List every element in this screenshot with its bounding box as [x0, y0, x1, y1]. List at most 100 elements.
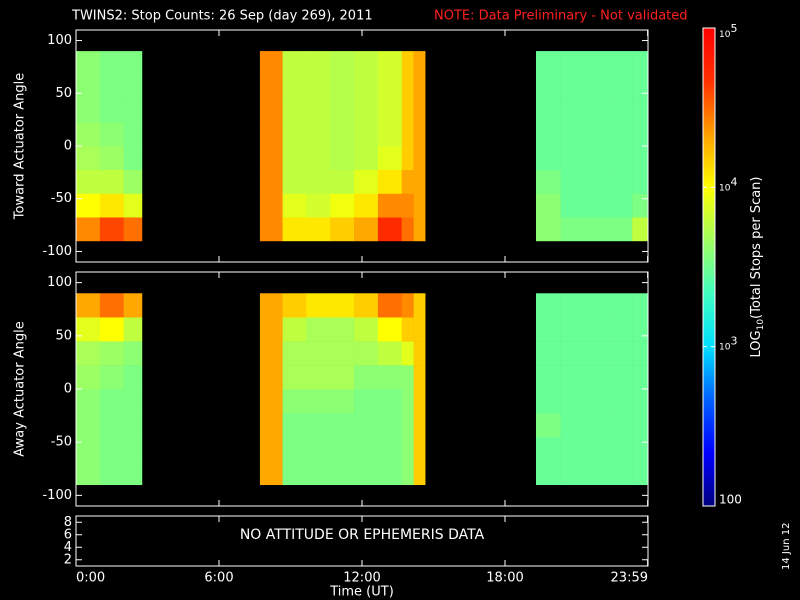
- colorbar-tick-exponent: 5: [730, 22, 737, 35]
- heatmap-cell: [401, 436, 414, 462]
- heatmap-cell: [377, 169, 403, 194]
- heatmap-cell: [377, 341, 403, 366]
- heatmap-cell: [401, 412, 414, 438]
- heatmap-cell: [282, 460, 307, 486]
- heatmap-cell: [99, 341, 124, 366]
- heatmap-cell: [560, 460, 585, 486]
- heatmap-cell: [354, 436, 379, 462]
- heatmap-cell: [76, 74, 101, 99]
- heatmap-cell: [401, 51, 414, 76]
- heatmap-cell: [282, 193, 307, 218]
- heatmap-cell: [123, 365, 143, 390]
- heatmap-cell: [413, 412, 426, 438]
- x-tick-label: 6:00: [204, 571, 233, 586]
- heatmap-cell: [76, 317, 101, 342]
- heatmap-cell: [99, 122, 124, 147]
- chart-title: TWINS2: Stop Counts: 26 Sep (day 269), 2…: [71, 9, 373, 24]
- heatmap-cell: [123, 122, 143, 147]
- heatmap-cell: [99, 317, 124, 342]
- heatmap-cell: [584, 122, 609, 147]
- heatmap-cell: [535, 51, 561, 76]
- colorbar: [702, 27, 716, 507]
- heatmap-cell: [306, 217, 331, 242]
- colorbar-tick-base: 10: [719, 342, 731, 352]
- heatmap-cell: [76, 436, 101, 462]
- heatmap-cell: [632, 146, 649, 171]
- heatmap-cell: [377, 365, 403, 390]
- heatmap-cell: [354, 193, 379, 218]
- heatmap-cell: [259, 293, 283, 318]
- heatmap-cell: [401, 74, 414, 99]
- heatmap-cell: [413, 74, 426, 99]
- heatmap-cell: [535, 436, 561, 462]
- heatmap-cell: [608, 460, 633, 486]
- colorbar-label: LOG10(Total Stops per Scan): [749, 177, 766, 358]
- heatmap-cell: [76, 51, 101, 76]
- heatmap-cell: [413, 317, 426, 342]
- x-tick-label: 18:00: [486, 571, 523, 586]
- heatmap-cell: [330, 412, 355, 438]
- heatmap-cell: [306, 389, 331, 414]
- heatmap-cell: [123, 217, 143, 242]
- heatmap-cell: [377, 74, 403, 99]
- y-tick-label: 100: [47, 33, 72, 48]
- heatmap-cell: [632, 193, 649, 218]
- heatmap-cell: [608, 74, 633, 99]
- heatmap-cell: [76, 389, 101, 414]
- heatmap-cell: [584, 389, 609, 414]
- heatmap-cell: [354, 98, 379, 123]
- heatmap-cell: [330, 169, 355, 194]
- colorbar-label-rest: (Total Stops per Scan): [749, 177, 764, 319]
- heatmap-cell: [413, 98, 426, 123]
- heatmap-cell: [377, 436, 403, 462]
- y-tick-label: 50: [55, 86, 72, 101]
- heatmap-cell: [608, 389, 633, 414]
- heatmap-cell: [99, 169, 124, 194]
- y-tick-label: 100: [47, 275, 72, 290]
- heatmap-cell: [584, 217, 609, 242]
- heatmap-cell: [560, 193, 585, 218]
- heatmap-cell: [330, 51, 355, 76]
- heatmap-cell: [76, 122, 101, 147]
- heatmap-cell: [535, 217, 561, 242]
- heatmap-cell: [560, 365, 585, 390]
- heatmap-cell: [560, 341, 585, 366]
- colorbar-tick-base: 10: [719, 183, 731, 193]
- heatmap-cell: [377, 217, 403, 242]
- heatmap-cell: [413, 51, 426, 76]
- panel-message: NO ATTITUDE OR EPHEMERIS DATA: [240, 527, 485, 543]
- heatmap-cell: [354, 460, 379, 486]
- heatmap-cell: [76, 98, 101, 123]
- heatmap-cell: [584, 146, 609, 171]
- heatmap-cell: [560, 412, 585, 438]
- heatmap-cell: [632, 460, 649, 486]
- heatmap-cell: [259, 98, 283, 123]
- heatmap-cell: [584, 51, 609, 76]
- heatmap-cell: [535, 412, 561, 438]
- heatmap-cell: [123, 193, 143, 218]
- heatmap-cell: [123, 317, 143, 342]
- heatmap-cell: [354, 412, 379, 438]
- heatmap-cell: [259, 389, 283, 414]
- heatmap-cell: [401, 317, 414, 342]
- heatmap-cell: [535, 169, 561, 194]
- colorbar-tick-exponent: 3: [730, 335, 737, 348]
- heatmap-cell: [377, 293, 403, 318]
- colorbar-tick-label: 105: [719, 22, 737, 40]
- heatmap-cell: [560, 74, 585, 99]
- y-tick-label: -50: [51, 435, 72, 450]
- heatmap-cell: [535, 365, 561, 390]
- heatmap-cell: [632, 293, 649, 318]
- heatmap-cell: [282, 122, 307, 147]
- heatmap-cell: [99, 365, 124, 390]
- heatmap-cell: [377, 412, 403, 438]
- heatmap-cell: [608, 146, 633, 171]
- heatmap-cell: [413, 193, 426, 218]
- heatmap-cell: [123, 98, 143, 123]
- heatmap-cell: [76, 169, 101, 194]
- heatmap-cell: [377, 317, 403, 342]
- heatmap-cell: [76, 460, 101, 486]
- heatmap-cell: [608, 365, 633, 390]
- heatmap-cell: [282, 341, 307, 366]
- heatmap-cell: [560, 51, 585, 76]
